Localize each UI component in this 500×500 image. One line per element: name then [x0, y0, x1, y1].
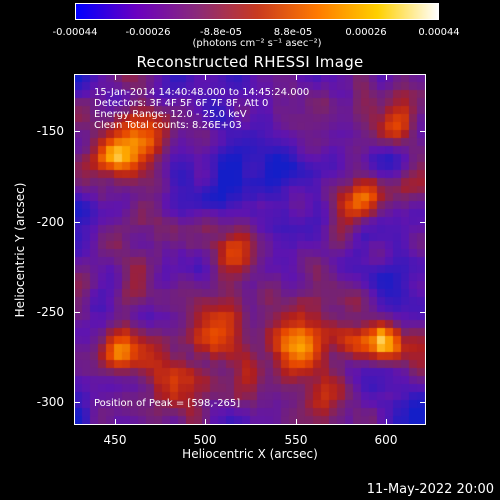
y-tick-mark — [420, 402, 426, 403]
x-tick-mark — [205, 74, 206, 80]
colorbar-units: (photons cm⁻² s⁻¹ asec⁻²) — [192, 38, 322, 49]
y-tick-mark — [74, 131, 80, 132]
colorbar-tick-label: -0.00026 — [125, 27, 171, 38]
y-tick-label: -250 — [36, 305, 64, 319]
colorbar — [75, 3, 439, 20]
info-time-range: 15-Jan-2014 14:40:48.000 to 14:45:24.000 — [94, 87, 310, 98]
info-peak-position: Position of Peak = [598,-265] — [94, 398, 241, 409]
y-tick-mark — [420, 222, 426, 223]
hxr-image-canvas — [75, 75, 425, 424]
x-tick-label: 500 — [193, 433, 217, 447]
x-tick-label: 550 — [284, 433, 308, 447]
info-detectors: Detectors: 3F 4F 5F 6F 7F 8F, Att 0 — [94, 98, 269, 109]
colorbar-tick-label: 0.00026 — [345, 27, 387, 38]
x-tick-mark — [115, 74, 116, 80]
x-tick-label: 600 — [374, 433, 398, 447]
x-tick-mark — [296, 74, 297, 80]
y-tick-mark — [420, 131, 426, 132]
x-tick-mark — [386, 419, 387, 425]
y-axis-label: Heliocentric Y (arcsec) — [13, 182, 27, 318]
y-tick-mark — [74, 402, 80, 403]
solar-image — [74, 74, 426, 425]
colorbar-tick-label: 0.00044 — [418, 27, 460, 38]
plot-title: Reconstructed RHESSI Image — [136, 53, 364, 71]
y-tick-mark — [74, 312, 80, 313]
colorbar-tick-label: -0.00044 — [52, 27, 98, 38]
colorbar-tick-label: 8.8e-05 — [273, 27, 313, 38]
colorbar-tick-label: -8.8e-05 — [200, 27, 242, 38]
x-tick-mark — [296, 419, 297, 425]
x-tick-mark — [386, 74, 387, 80]
plot-timestamp: 11-May-2022 20:00 — [366, 482, 494, 497]
y-tick-label: -150 — [36, 124, 64, 138]
x-tick-mark — [205, 419, 206, 425]
y-tick-mark — [74, 222, 80, 223]
y-tick-mark — [420, 312, 426, 313]
x-tick-label: 450 — [103, 433, 127, 447]
y-tick-label: -300 — [36, 395, 64, 409]
x-axis-label: Heliocentric X (arcsec) — [182, 447, 318, 461]
info-energy-range: Energy Range: 12.0 - 25.0 keV — [94, 109, 247, 120]
info-method: Clean Total counts: 8.26E+03 — [94, 120, 242, 131]
x-tick-mark — [115, 419, 116, 425]
y-tick-label: -200 — [36, 215, 64, 229]
